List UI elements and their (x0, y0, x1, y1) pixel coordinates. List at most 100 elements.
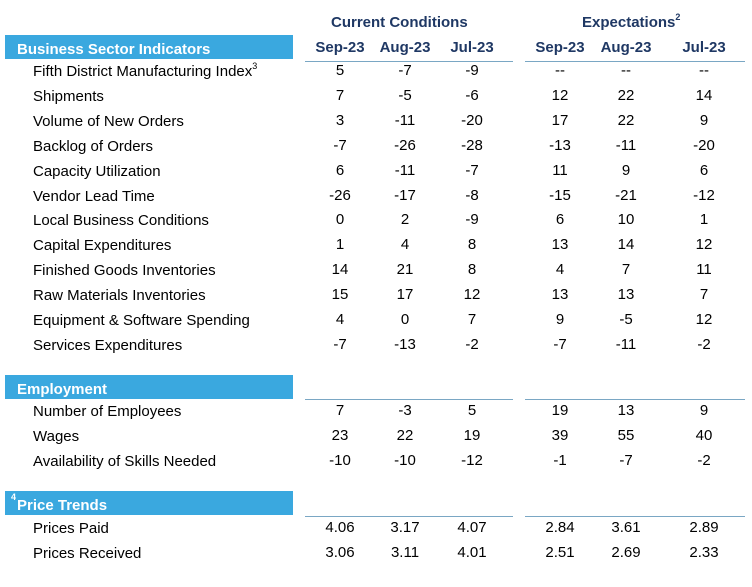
table-cell: 9 (621, 161, 631, 179)
table-cell: -9 (465, 62, 479, 79)
table-cell: 2.69 (611, 543, 641, 561)
table-cell: 13 (551, 236, 569, 254)
table-cell: 11 (552, 161, 568, 179)
table-cell: 12 (463, 286, 481, 304)
table-cell: -5 (398, 86, 412, 104)
table-cell: 9 (699, 402, 709, 419)
row-label: Fifth District Manufacturing Index3 (33, 61, 258, 80)
table-cell: -20 (693, 136, 715, 154)
table-cell: 6 (555, 211, 565, 229)
table-cell: 7 (467, 311, 477, 328)
table-cell: -9 (465, 211, 479, 229)
table-cell: 3.17 (390, 519, 420, 536)
table-cell: 39 (551, 426, 569, 444)
table-cell: 10 (617, 211, 635, 229)
table-cell: -1 (553, 451, 567, 469)
table-cell: -10 (329, 451, 351, 469)
table-cell: 3.61 (611, 519, 641, 536)
table-cell: 22 (617, 111, 635, 129)
table-cell: -7 (333, 136, 347, 154)
table-cell: -7 (465, 161, 479, 179)
table-cell: 4 (400, 236, 410, 254)
table-cell: 5 (467, 402, 477, 419)
table-row: Services Expenditures -7 -13 -2 -7 -11 -2 (0, 334, 752, 359)
table-cell: -11 (615, 335, 637, 353)
table-cell: 12 (695, 236, 713, 254)
column-header: Sep-23 (535, 39, 585, 56)
row-label: Volume of New Orders (33, 112, 184, 130)
row-label: Raw Materials Inventories (33, 287, 206, 305)
row-label: Availability of Skills Needed (33, 452, 217, 470)
table-row: Availability of Skills Needed -10 -10 -12 -1… (0, 450, 752, 475)
table-cell: 1 (699, 211, 709, 229)
table-cell: 17 (396, 286, 414, 304)
table-cell: 13 (551, 286, 569, 304)
footnote-marker: 4 (11, 492, 17, 502)
section-rule (525, 516, 745, 517)
table-row: Prices Received 3.06 3.11 4.01 2.51 2.69 2.33 (0, 542, 752, 567)
table-cell: 0 (335, 211, 345, 229)
table-cell: 4.01 (457, 543, 487, 561)
table-cell: 7 (699, 286, 709, 304)
table-cell: 6 (699, 161, 709, 179)
table-row: Equipment & Software Spending 4 0 7 9 -5 12 (0, 309, 752, 334)
table-cell: -26 (394, 136, 416, 154)
row-label: Equipment & Software Spending (33, 312, 250, 329)
table-cell: 14 (695, 86, 713, 104)
table-cell: -6 (465, 86, 479, 104)
table-row: Volume of New Orders 3 -11 -20 17 22 9 (0, 110, 752, 135)
table-cell: -15 (549, 186, 571, 204)
table-row: Finished Goods Inventories 14 21 8 4 7 11 (0, 259, 752, 284)
table-cell: -3 (398, 402, 412, 419)
table-cell: 21 (396, 261, 414, 279)
table-cell: -26 (329, 186, 351, 204)
table-cell: 22 (617, 86, 635, 104)
table-cell: -12 (693, 186, 715, 204)
column-header: Aug-23 (379, 39, 431, 56)
table-cell: 2.89 (689, 519, 719, 536)
row-label: Local Business Conditions (33, 212, 209, 230)
table-cell: 55 (617, 426, 635, 444)
table-row: Wages 23 22 19 39 55 40 (0, 425, 752, 450)
row-label: Vendor Lead Time (33, 187, 155, 205)
table-cell: 17 (551, 111, 569, 129)
table-cell: 2 (400, 211, 410, 229)
expectations-heading: Expectations2 (582, 12, 681, 31)
table-cell: 5 (335, 62, 345, 79)
table-cell: -7 (619, 451, 633, 469)
table-cell: 4.07 (457, 519, 487, 536)
section-rule (305, 516, 513, 517)
footnote-marker: 3 (252, 61, 258, 71)
table-cell: 14 (331, 261, 349, 279)
column-header: Jul-23 (450, 39, 494, 56)
row-label: Finished Goods Inventories (33, 262, 216, 280)
table-row: Local Business Conditions 0 2 -9 6 10 1 (0, 209, 752, 234)
table-row: Shipments 7 -5 -6 12 22 14 (0, 85, 752, 110)
table-cell: 3.06 (325, 543, 355, 561)
table-cell: 9 (555, 311, 565, 328)
table-row: Backlog of Orders -7 -26 -28 -13 -11 -20 (0, 135, 752, 160)
row-label: Capacity Utilization (33, 162, 161, 180)
section-header-price-trends: Price Trends 4 (5, 491, 293, 515)
table-cell: 4 (335, 311, 345, 328)
table-cell: 9 (699, 111, 709, 129)
table-cell: -11 (615, 136, 637, 154)
table-row: Fifth District Manufacturing Index3 5 -7 -9… (0, 60, 752, 85)
table-cell: 1 (335, 236, 345, 254)
table-cell: 8 (467, 261, 477, 279)
table-row: Number of Employees 7 -3 5 19 13 9 (0, 400, 752, 425)
row-label: Wages (33, 427, 80, 445)
table-cell: -- (555, 62, 565, 79)
table-cell: 19 (463, 426, 481, 444)
table-cell: 2.84 (545, 519, 575, 536)
table-row: Prices Paid 4.06 3.17 4.07 2.84 3.61 2.89 (0, 517, 752, 542)
table-cell: -2 (697, 451, 711, 469)
table-cell: -10 (394, 451, 416, 469)
table-cell: 12 (551, 86, 569, 104)
table-cell: -- (621, 62, 631, 79)
table-cell: -11 (394, 161, 416, 179)
table-cell: -8 (465, 186, 479, 204)
header-rule (525, 61, 745, 62)
row-label: Capital Expenditures (33, 237, 172, 255)
table-cell: 12 (695, 311, 713, 328)
